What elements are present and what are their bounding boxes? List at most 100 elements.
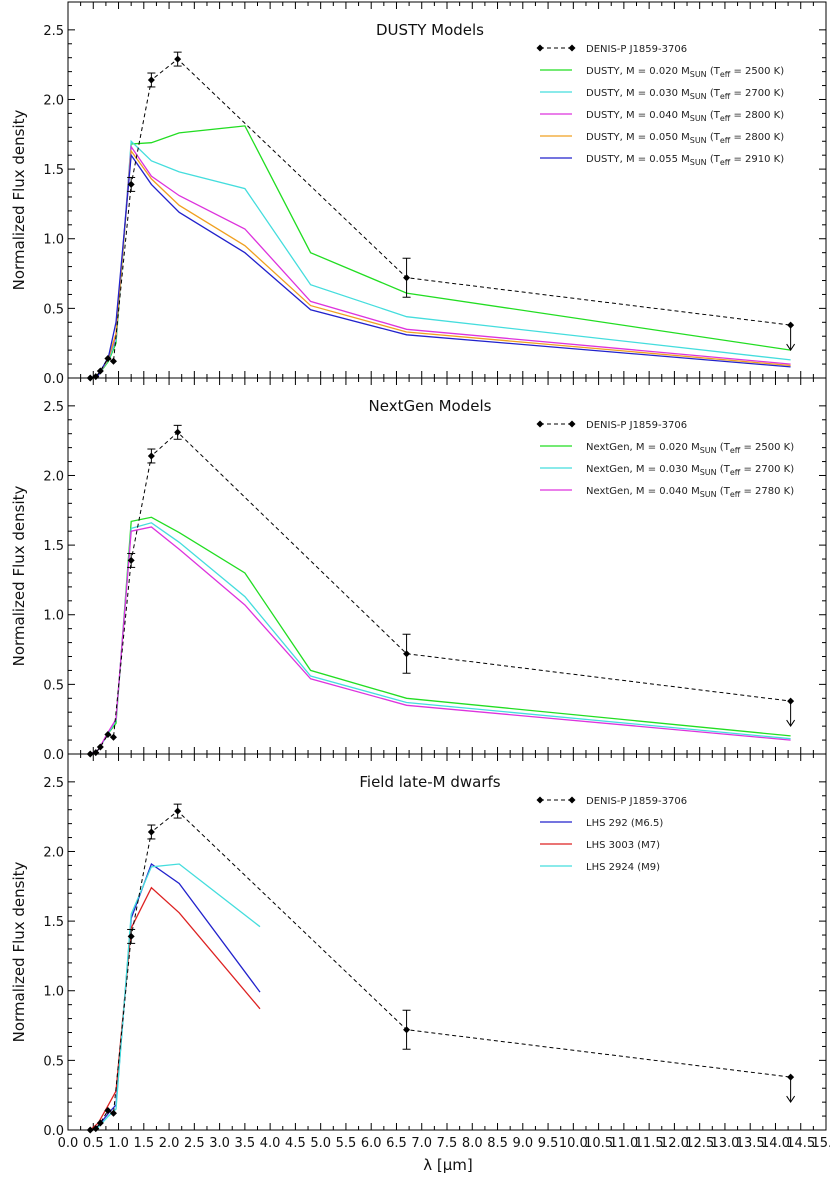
series-line-2 xyxy=(89,522,791,755)
y-tick-label: 2.5 xyxy=(43,24,64,39)
legend-label-3: LHS 2924 (M9) xyxy=(586,862,660,873)
observed-point xyxy=(104,355,112,363)
legend-label-5: DUSTY, M = 0.055 MSUN (Teff = 2910 K) xyxy=(586,154,784,167)
x-tick-label: 2.0 xyxy=(159,1136,180,1151)
observed-point xyxy=(104,731,112,739)
x-tick-label: 1.5 xyxy=(133,1136,154,1151)
legend-text-part: eff xyxy=(730,468,741,477)
legend-text-part: = 2500 K) xyxy=(730,66,784,77)
y-axis-label: Normalized Flux density xyxy=(10,861,28,1042)
observed-point xyxy=(127,180,135,188)
legend-text-part: (T xyxy=(707,132,721,143)
x-tick-label: 3.0 xyxy=(209,1136,230,1151)
legend-label-observed: DENIS-P J1859-3706 xyxy=(586,796,687,807)
legend: DENIS-P J1859-3706 DUSTY, M = 0.020 MSUN … xyxy=(536,44,784,167)
legend-text-part: eff xyxy=(720,92,731,101)
legend-text-part: (T xyxy=(707,110,721,121)
x-tick-label: 13.0 xyxy=(710,1136,739,1151)
y-ticks: 0.0 0.5 1.0 1.5 2.0 2.5 xyxy=(43,24,826,387)
legend-text-part: eff xyxy=(720,114,731,123)
legend-text-part: (T xyxy=(717,486,731,497)
x-tick-label: 13.5 xyxy=(736,1136,765,1151)
y-tick-label: 0.5 xyxy=(43,302,64,317)
legend-text-part: LHS 292 (M6.5) xyxy=(586,818,663,829)
legend-text-part: SUN xyxy=(700,468,717,477)
legend-label-1: LHS 292 (M6.5) xyxy=(586,818,663,829)
observed-point xyxy=(109,733,117,741)
y-tick-label: 0.5 xyxy=(43,678,64,693)
legend-text-part: = 2700 K) xyxy=(740,464,794,475)
y-tick-label: 2.5 xyxy=(43,776,64,791)
x-tick-label: 8.0 xyxy=(462,1136,483,1151)
series-line-2 xyxy=(89,886,261,1131)
x-tick-label: 6.0 xyxy=(361,1136,382,1151)
legend-text-part: (T xyxy=(707,66,721,77)
observed-point xyxy=(96,367,104,375)
x-tick-label: 2.5 xyxy=(184,1136,205,1151)
legend-text-part: = 2700 K) xyxy=(730,88,784,99)
x-tick-label: 1.0 xyxy=(108,1136,129,1151)
observed-series xyxy=(86,803,796,1134)
series-line-5 xyxy=(89,153,791,379)
observed-point xyxy=(147,76,155,84)
panel-frame xyxy=(67,377,827,755)
legend-text-part: SUN xyxy=(690,114,707,123)
observed-point xyxy=(174,428,182,436)
legend-text-part: eff xyxy=(730,446,741,455)
observed-point xyxy=(147,452,155,460)
x-tick-label: 4.0 xyxy=(260,1136,281,1151)
series-line-3 xyxy=(89,144,791,379)
series-line-2 xyxy=(89,139,791,379)
legend-label-1: NextGen, M = 0.020 MSUN (Teff = 2500 K) xyxy=(586,442,794,455)
x-tick-label: 3.5 xyxy=(235,1136,256,1151)
x-tick-label: 10.0 xyxy=(559,1136,588,1151)
y-tick-label: 1.5 xyxy=(43,539,64,554)
legend-label-4: DUSTY, M = 0.050 MSUN (Teff = 2800 K) xyxy=(586,132,784,145)
observed-point xyxy=(147,828,155,836)
legend-text-part: eff xyxy=(720,136,731,145)
x-tick-label: 15.0 xyxy=(812,1136,830,1151)
legend-text-part: NextGen, M = 0.040 M xyxy=(586,486,700,497)
upper-limit-arrowhead xyxy=(786,343,796,351)
legend-text-part: LHS 2924 (M9) xyxy=(586,862,660,873)
series-line-1 xyxy=(89,516,791,755)
y-ticks: 0.0 0.5 1.0 1.5 2.0 2.5 xyxy=(43,400,826,763)
legend-label-observed: DENIS-P J1859-3706 xyxy=(586,44,687,55)
y-tick-label: 0.0 xyxy=(43,1124,64,1139)
legend-label-observed: DENIS-P J1859-3706 xyxy=(586,420,687,431)
y-axis-label: Normalized Flux density xyxy=(10,109,28,290)
y-tick-label: 1.0 xyxy=(43,233,64,248)
observed-series xyxy=(86,51,796,382)
x-tick-label: 12.0 xyxy=(660,1136,689,1151)
observed-point xyxy=(86,1126,94,1134)
y-tick-label: 0.0 xyxy=(43,372,64,387)
y-tick-label: 0.0 xyxy=(43,748,64,763)
legend-label-3: DUSTY, M = 0.040 MSUN (Teff = 2800 K) xyxy=(586,110,784,123)
panel-3: 0.0 0.5 1.0 1.5 2.0 2.5 0.0 0.5 1.0 1.5 2.0 2.5 3.0 3… xyxy=(10,753,830,1151)
y-axis-label: Normalized Flux density xyxy=(10,485,28,666)
legend-marker xyxy=(536,44,544,52)
observed-point xyxy=(403,650,411,658)
x-tick-label: 10.5 xyxy=(584,1136,613,1151)
upper-limit-arrowhead xyxy=(786,719,796,727)
legend-label-2: LHS 3003 (M7) xyxy=(586,840,660,851)
legend-text-part: SUN xyxy=(690,136,707,145)
legend-text-part: eff xyxy=(730,490,741,499)
y-tick-label: 1.0 xyxy=(43,609,64,624)
panel-title: NextGen Models xyxy=(369,397,492,415)
legend-text-part: eff xyxy=(720,158,731,167)
x-tick-label: 5.5 xyxy=(336,1136,357,1151)
legend-text-part: = 2780 K) xyxy=(740,486,794,497)
observed-point xyxy=(104,1107,112,1115)
legend-text-part: = 2500 K) xyxy=(740,442,794,453)
panel-1: 0.0 0.5 1.0 1.5 2.0 2.5 DUSTY Models Normalized… xyxy=(10,1,827,387)
legend-marker xyxy=(568,44,576,52)
y-tick-label: 2.5 xyxy=(43,400,64,415)
observed-point xyxy=(787,697,795,705)
upper-limit-arrowhead xyxy=(786,1095,796,1103)
legend-text-part: SUN xyxy=(690,158,707,167)
legend: DENIS-P J1859-3706 LHS 292 (M6.5) LHS 3003… xyxy=(536,796,687,873)
y-tick-label: 0.5 xyxy=(43,1054,64,1069)
x-tick-label: 9.0 xyxy=(512,1136,533,1151)
